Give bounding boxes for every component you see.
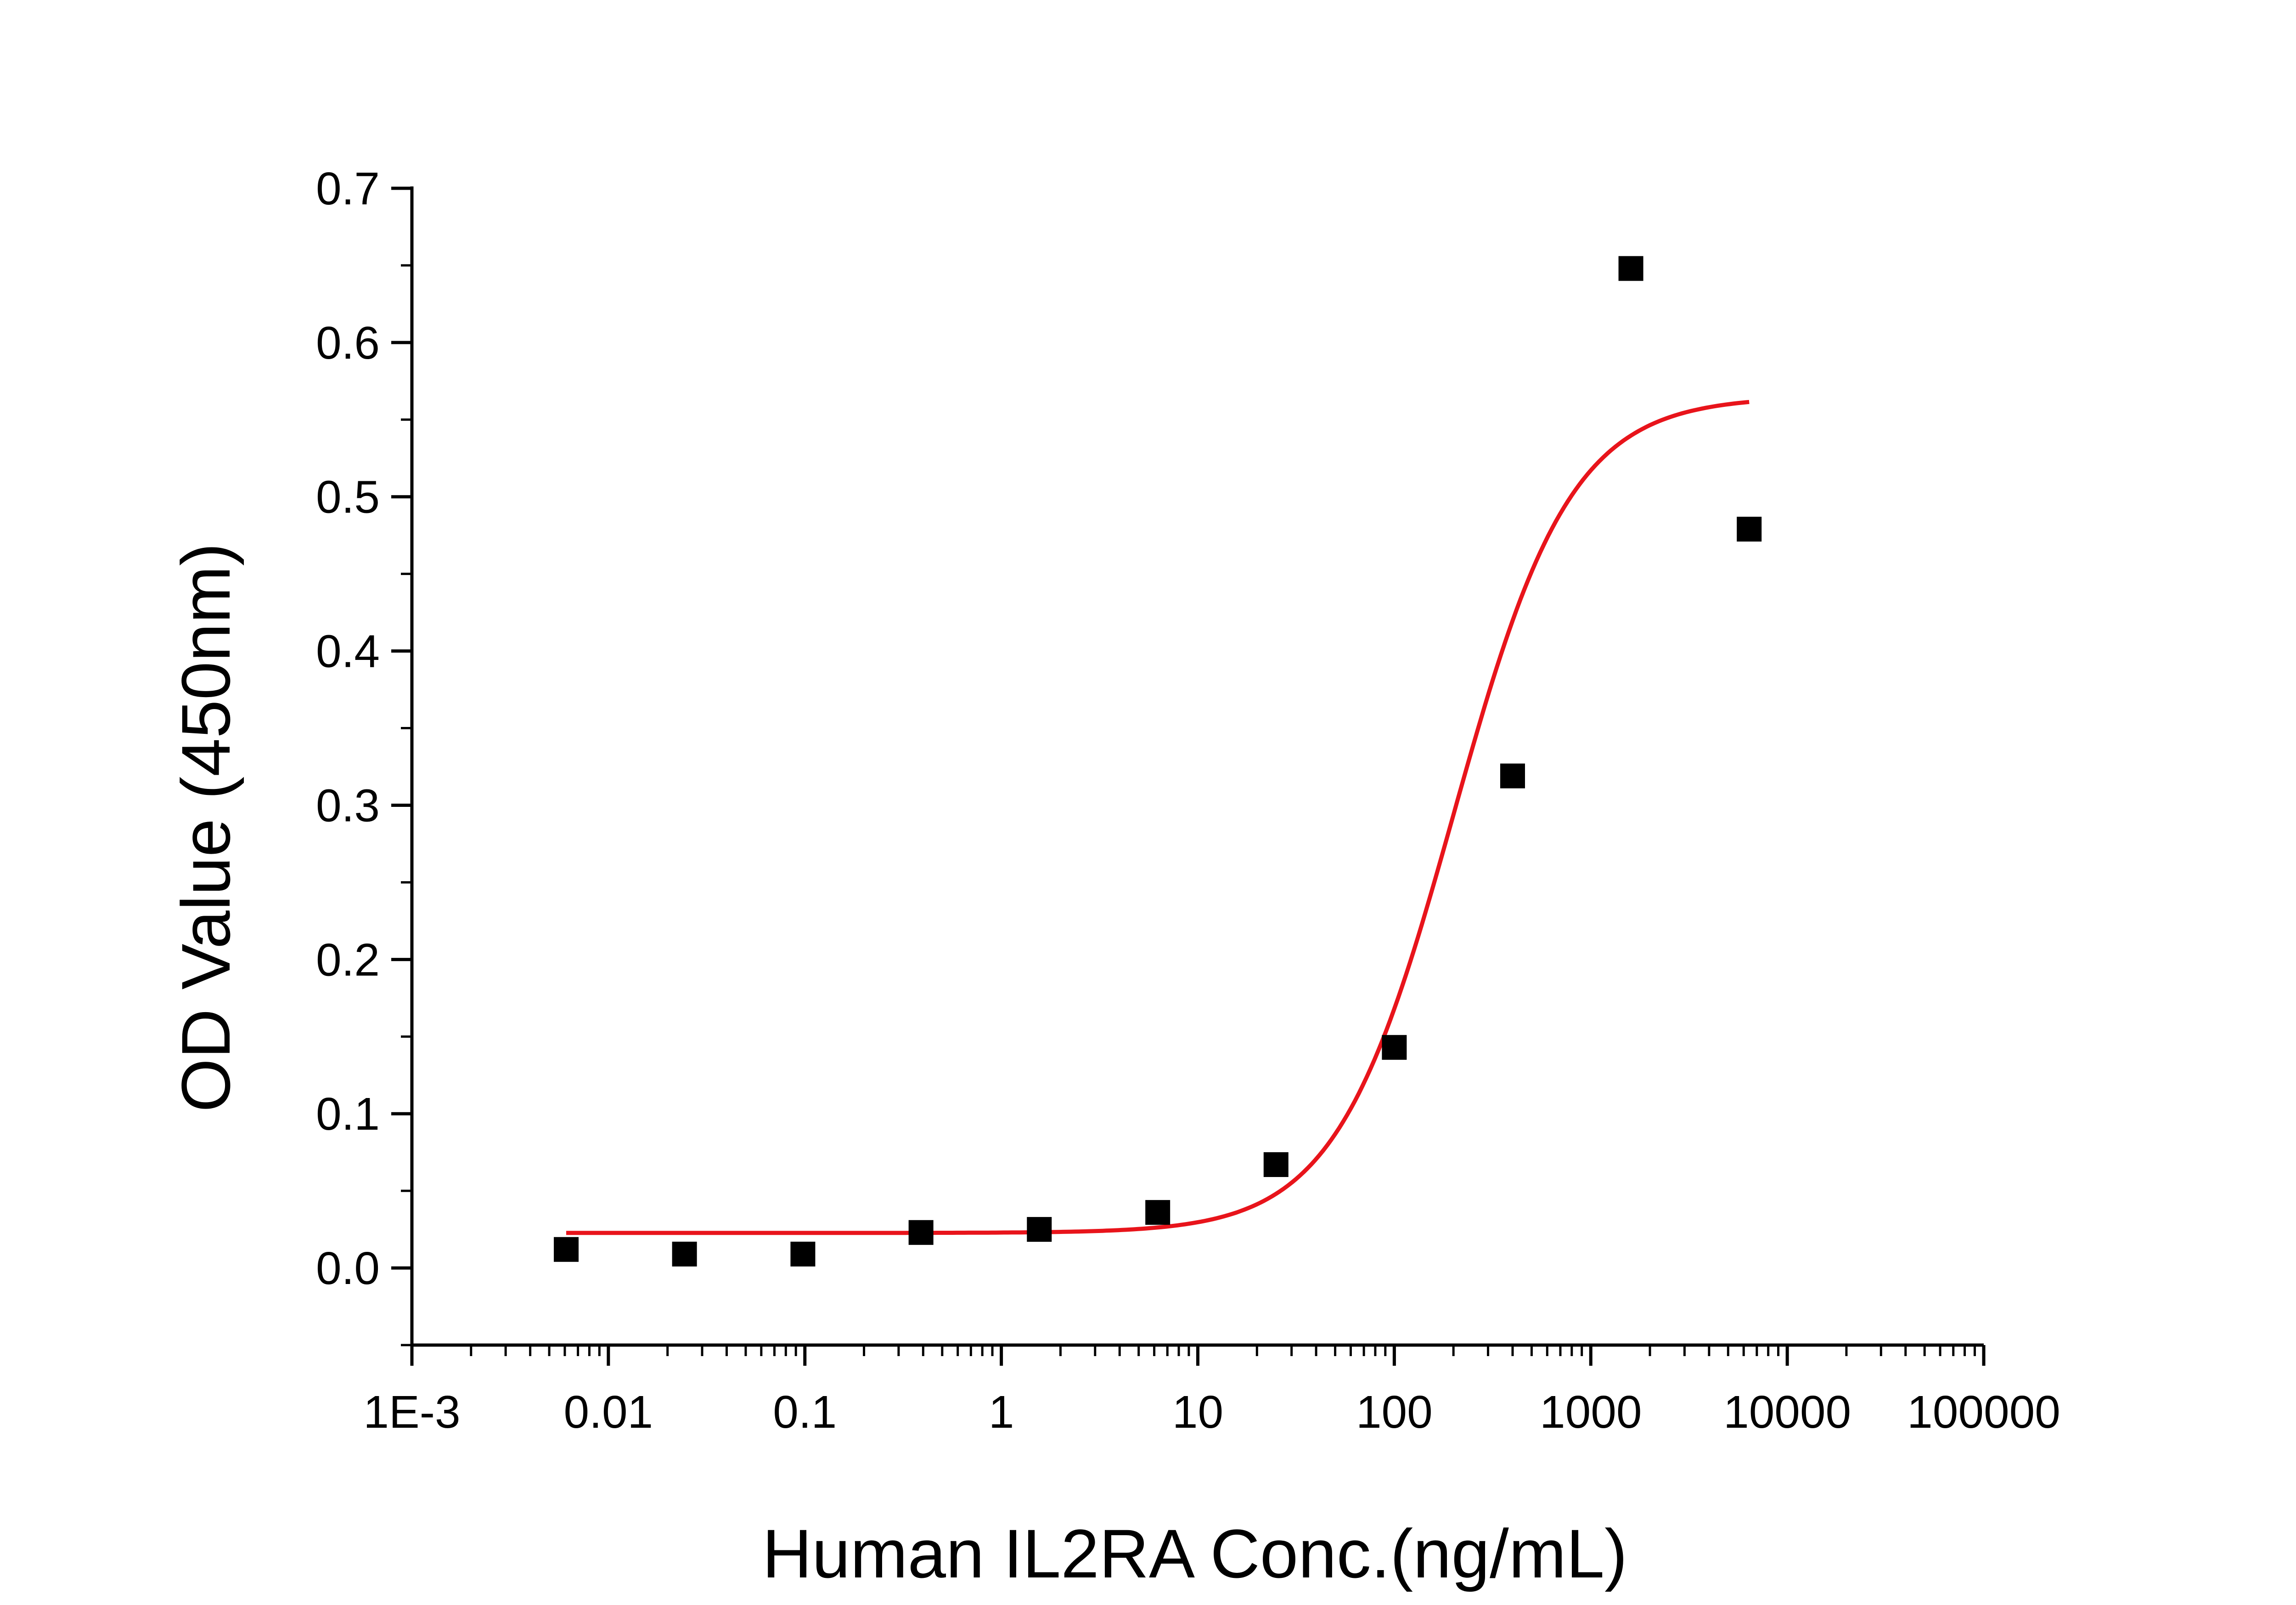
x-tick-label: 100	[1356, 1386, 1433, 1438]
y-tick-label: 0.1	[316, 1088, 380, 1140]
data-point	[790, 1241, 816, 1267]
x-tick-label: 0.01	[564, 1386, 653, 1438]
data-point	[1027, 1217, 1052, 1242]
x-tick-label: 10000	[1723, 1386, 1851, 1438]
y-tick-label: 0.5	[316, 472, 380, 523]
fit-curve-layer	[566, 400, 1750, 1235]
x-tick-label: 1E-3	[363, 1386, 460, 1438]
y-tick-label: 0.2	[316, 934, 380, 986]
data-point	[554, 1237, 579, 1262]
data-point	[1500, 763, 1525, 788]
data-point	[1737, 517, 1762, 542]
data-point	[1382, 1035, 1407, 1060]
y-tick-label: 0.3	[316, 780, 380, 831]
data-point	[1618, 256, 1643, 281]
x-tick-label: 1	[989, 1386, 1014, 1438]
data-point	[908, 1220, 934, 1245]
data-point	[1145, 1200, 1171, 1225]
y-axis-ticks: 0.0 0.1 0.2 0.3 0.4 0.5 0.6 0.7	[316, 163, 412, 1346]
fit-curve	[566, 400, 1750, 1235]
x-axis-ticks: 1E-3 0.01 0.1 1 10 100 1000 10000 100000	[363, 1345, 2060, 1438]
data-point	[672, 1241, 697, 1267]
y-tick-label: 0.4	[316, 626, 380, 677]
x-tick-label: 100000	[1907, 1386, 2060, 1438]
x-tick-label: 1000	[1540, 1386, 1642, 1438]
data-point	[1263, 1152, 1289, 1177]
y-tick-label: 0.7	[316, 163, 380, 214]
x-tick-label: 0.1	[773, 1386, 837, 1438]
y-axis-title: OD Value (450nm)	[167, 543, 244, 1112]
data-points-layer	[554, 256, 1762, 1267]
y-tick-label: 0.6	[316, 317, 380, 369]
x-axis-title: Human IL2RA Conc.(ng/mL)	[762, 1515, 1627, 1592]
y-tick-label: 0.0	[316, 1243, 380, 1294]
x-tick-label: 10	[1172, 1386, 1223, 1438]
axes	[410, 186, 1984, 1347]
